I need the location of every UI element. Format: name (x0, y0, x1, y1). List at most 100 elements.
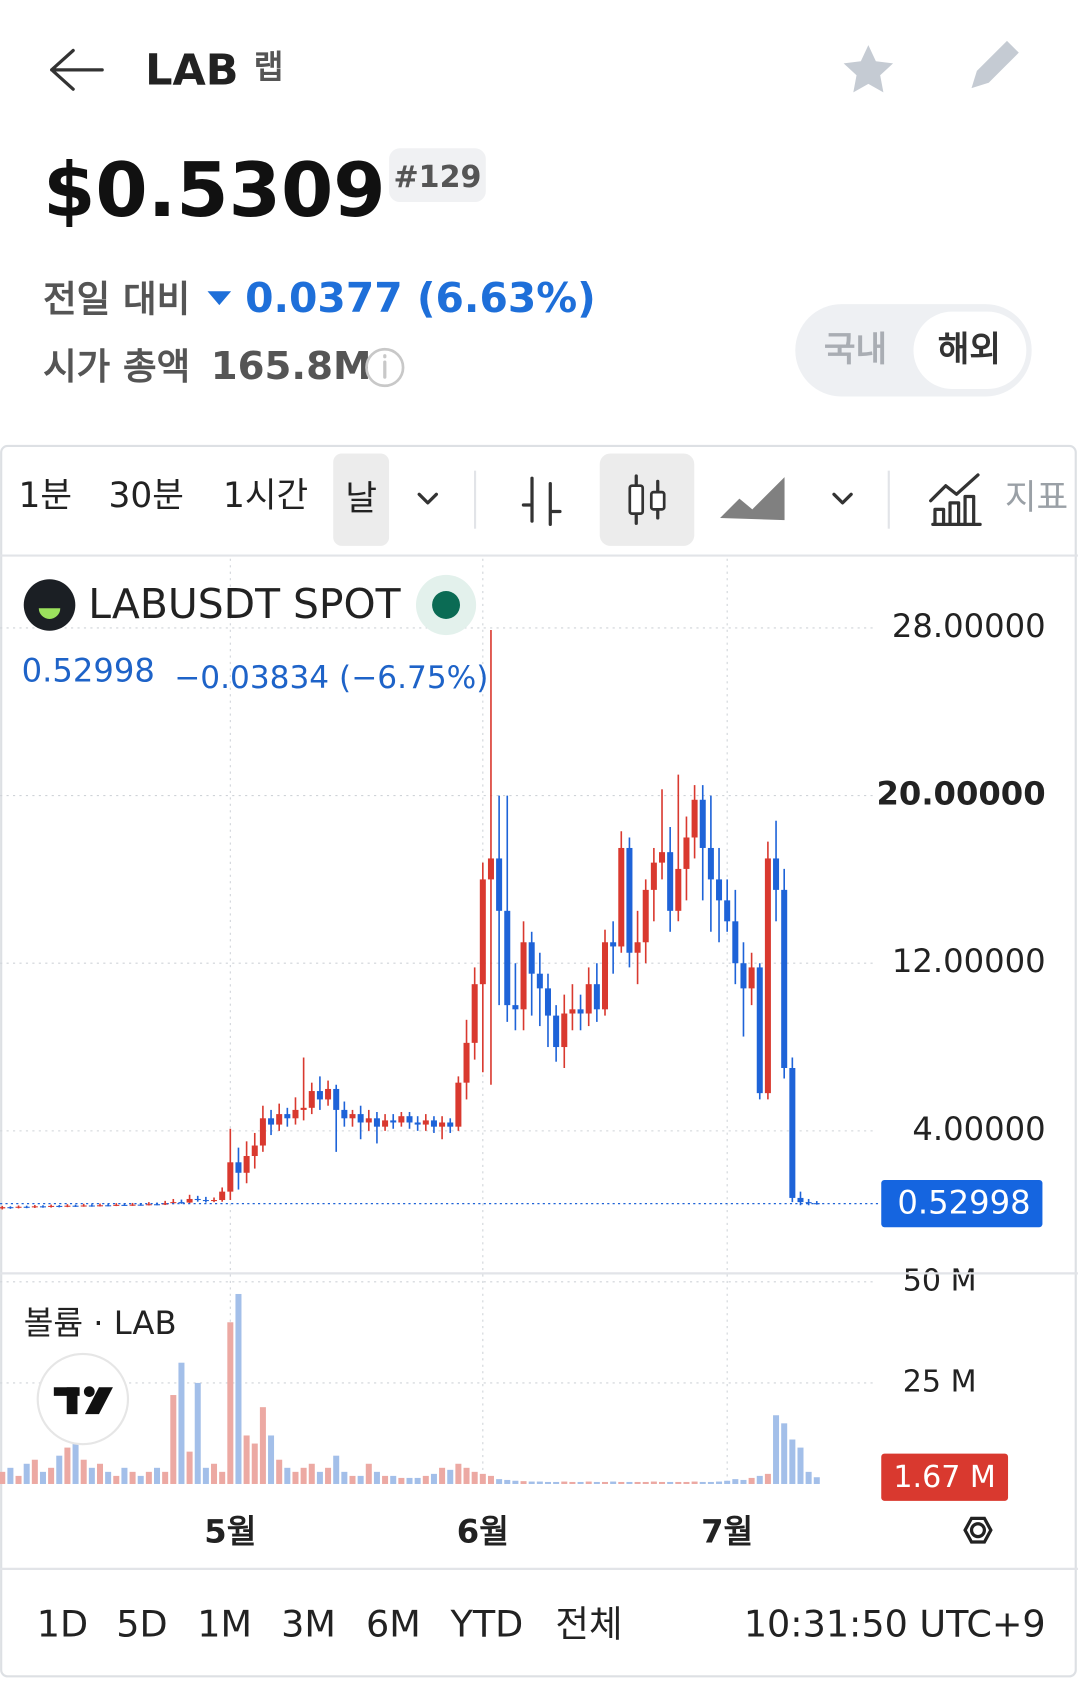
volume-bar (626, 1481, 633, 1484)
down-triangle (207, 291, 232, 306)
candle-body (628, 484, 645, 515)
range-button[interactable]: 6M (366, 1602, 421, 1645)
volume-bar (471, 1471, 478, 1484)
volume-bar (430, 1473, 437, 1484)
toggle-domestic[interactable]: 국내 (824, 330, 887, 370)
info-button[interactable] (365, 347, 405, 388)
coin-logo-mark (38, 608, 61, 619)
candle-body (764, 858, 771, 1094)
chart-symbol: LABUSDT SPOT (88, 580, 401, 628)
volume-bar (585, 1481, 592, 1484)
range-bar: 1D 5D 1M 3M 6M YTD 전체 (37, 1602, 623, 1645)
volume-tag-label: 1.67 M (893, 1460, 995, 1495)
indicators[interactable]: 지표 (1005, 478, 1068, 518)
volume-bar (292, 1471, 299, 1484)
candle-body (235, 1162, 242, 1173)
range-button[interactable]: 5D (116, 1602, 167, 1645)
candle-body (88, 1205, 95, 1207)
range-button[interactable]: YTD (450, 1602, 524, 1645)
candle-body (276, 1114, 283, 1125)
volume-bar (15, 1475, 22, 1484)
candle-body (316, 1091, 323, 1100)
volume-bar (373, 1471, 380, 1484)
candle-body (781, 889, 788, 1068)
volume-tick-label: 50 M (903, 1263, 977, 1298)
volume-bar (463, 1467, 470, 1484)
candle-body (202, 1200, 209, 1202)
change: 0.0377 (6.63%) (245, 274, 596, 322)
range-button[interactable]: 3M (281, 1602, 336, 1645)
edit-pencil[interactable] (971, 40, 1019, 89)
toggle-overseas[interactable]: 해외 (938, 330, 1001, 370)
range-button[interactable]: 전체 (555, 1602, 622, 1645)
candles (0, 630, 882, 1210)
area-icon[interactable] (720, 477, 785, 521)
tradingview-logo[interactable] (36, 1352, 130, 1446)
interval[interactable]: 날 (345, 479, 377, 519)
volume-bar (789, 1439, 796, 1484)
candle-body (593, 984, 600, 1010)
candle-body (72, 1205, 79, 1207)
info-circle (365, 347, 405, 388)
candle-body (96, 1205, 104, 1207)
candle-body (601, 942, 609, 1010)
back-button[interactable] (50, 48, 104, 91)
back-arrow (50, 48, 104, 91)
volume-bar (716, 1481, 723, 1484)
interval-dropdown[interactable] (417, 492, 438, 505)
volume-bar (756, 1475, 763, 1484)
volume-bar (650, 1481, 657, 1484)
candle-body (268, 1118, 275, 1125)
interval[interactable]: 1분 (18, 476, 72, 516)
candle-body (186, 1198, 193, 1203)
coin-logo (23, 579, 76, 631)
volume-bar (276, 1459, 283, 1484)
settings-button[interactable] (963, 1516, 993, 1544)
interval[interactable]: 30분 (109, 476, 184, 516)
volume-bar (31, 1459, 38, 1484)
volume-bar (365, 1463, 372, 1484)
candle-body (805, 1202, 812, 1204)
candle-body (439, 1122, 446, 1127)
market-cap: 165.8M (211, 344, 372, 389)
candle-body (536, 973, 543, 989)
candle-body (430, 1120, 437, 1127)
candle-body (455, 1082, 462, 1127)
favorite-star[interactable] (843, 45, 894, 93)
candle-body (683, 837, 690, 869)
candle-body (512, 1005, 519, 1010)
candle-body (64, 1205, 71, 1207)
volume-bar (105, 1471, 112, 1484)
candle-icon[interactable] (628, 474, 666, 525)
volume-bar (707, 1481, 714, 1484)
volume-bar (194, 1382, 201, 1484)
candle-body (797, 1197, 804, 1203)
volume-bar (813, 1477, 820, 1484)
range-button[interactable]: 1D (37, 1602, 88, 1645)
candle-body (178, 1202, 185, 1204)
volume-bar (642, 1481, 649, 1484)
candle-body (259, 1118, 266, 1146)
y-tick-label: 12.00000 (892, 942, 1046, 980)
volume-bar (349, 1475, 356, 1484)
volume-bar (659, 1481, 666, 1484)
indicator-icon[interactable] (929, 473, 982, 527)
candle-body (251, 1145, 258, 1157)
rank-badge (389, 148, 486, 203)
volume-bar (691, 1481, 698, 1484)
candle-body (569, 1009, 576, 1014)
status-dot (432, 591, 461, 619)
range-button[interactable]: 1M (197, 1602, 252, 1645)
candle-body (724, 900, 731, 922)
volume-bar (170, 1395, 177, 1484)
candle-body (544, 988, 551, 1016)
candle-body (487, 858, 494, 880)
bar-chart-icon[interactable] (521, 476, 562, 527)
volume-bar (64, 1447, 71, 1484)
volume-bar (154, 1467, 161, 1484)
volume-bar (618, 1481, 625, 1484)
type-dropdown[interactable] (832, 492, 853, 505)
candle-body (756, 967, 763, 1094)
interval[interactable]: 1시간 (223, 476, 308, 516)
